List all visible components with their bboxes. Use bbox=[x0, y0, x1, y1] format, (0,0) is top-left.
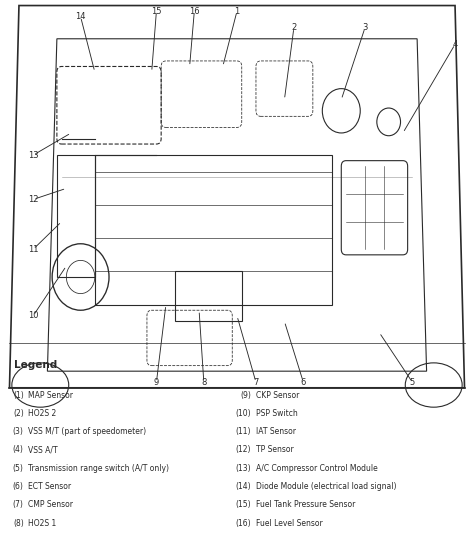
Text: (12): (12) bbox=[236, 445, 251, 454]
Text: (4): (4) bbox=[13, 445, 24, 454]
Text: CMP Sensor: CMP Sensor bbox=[28, 500, 73, 509]
Text: 15: 15 bbox=[151, 7, 162, 16]
Text: MAP Sensor: MAP Sensor bbox=[28, 391, 73, 399]
Text: (13): (13) bbox=[236, 464, 251, 473]
Text: (9): (9) bbox=[240, 391, 251, 399]
Text: (2): (2) bbox=[13, 409, 24, 418]
Text: Legend: Legend bbox=[14, 360, 57, 370]
Text: (8): (8) bbox=[13, 519, 24, 527]
Text: (11): (11) bbox=[236, 427, 251, 436]
Text: ECT Sensor: ECT Sensor bbox=[28, 482, 72, 491]
Text: 12: 12 bbox=[28, 195, 38, 204]
Text: (15): (15) bbox=[236, 500, 251, 509]
Text: Diode Module (electrical load signal): Diode Module (electrical load signal) bbox=[256, 482, 396, 491]
Text: 4: 4 bbox=[452, 40, 458, 49]
Text: (14): (14) bbox=[236, 482, 251, 491]
Text: (3): (3) bbox=[13, 427, 24, 436]
Text: 10: 10 bbox=[28, 311, 38, 320]
Text: A/C Compressor Control Module: A/C Compressor Control Module bbox=[256, 464, 378, 473]
Text: HO2S 1: HO2S 1 bbox=[28, 519, 57, 527]
Text: (6): (6) bbox=[13, 482, 24, 491]
Text: Transmission range switch (A/T only): Transmission range switch (A/T only) bbox=[28, 464, 169, 473]
Text: 2: 2 bbox=[291, 23, 297, 32]
Text: Fuel Level Sensor: Fuel Level Sensor bbox=[256, 519, 323, 527]
Text: 14: 14 bbox=[75, 12, 86, 21]
Text: Fuel Tank Pressure Sensor: Fuel Tank Pressure Sensor bbox=[256, 500, 356, 509]
Text: 9: 9 bbox=[154, 378, 159, 387]
Text: (7): (7) bbox=[13, 500, 24, 509]
Text: 11: 11 bbox=[28, 245, 38, 254]
Text: PSP Switch: PSP Switch bbox=[256, 409, 298, 418]
Text: IAT Sensor: IAT Sensor bbox=[256, 427, 296, 436]
Text: 1: 1 bbox=[234, 7, 240, 16]
Text: HO2S 2: HO2S 2 bbox=[28, 409, 57, 418]
Text: 13: 13 bbox=[28, 151, 38, 160]
Text: (1): (1) bbox=[13, 391, 24, 399]
Text: (5): (5) bbox=[13, 464, 24, 473]
Text: (10): (10) bbox=[236, 409, 251, 418]
Text: 3: 3 bbox=[362, 23, 368, 32]
Text: 8: 8 bbox=[201, 378, 207, 387]
Text: TP Sensor: TP Sensor bbox=[256, 445, 294, 454]
Text: 6: 6 bbox=[301, 378, 306, 387]
Text: 7: 7 bbox=[253, 378, 259, 387]
Text: 16: 16 bbox=[189, 7, 200, 16]
Text: 5: 5 bbox=[410, 378, 415, 387]
Text: CKP Sensor: CKP Sensor bbox=[256, 391, 300, 399]
Text: (16): (16) bbox=[236, 519, 251, 527]
Text: VSS A/T: VSS A/T bbox=[28, 445, 58, 454]
Text: VSS M/T (part of speedometer): VSS M/T (part of speedometer) bbox=[28, 427, 146, 436]
